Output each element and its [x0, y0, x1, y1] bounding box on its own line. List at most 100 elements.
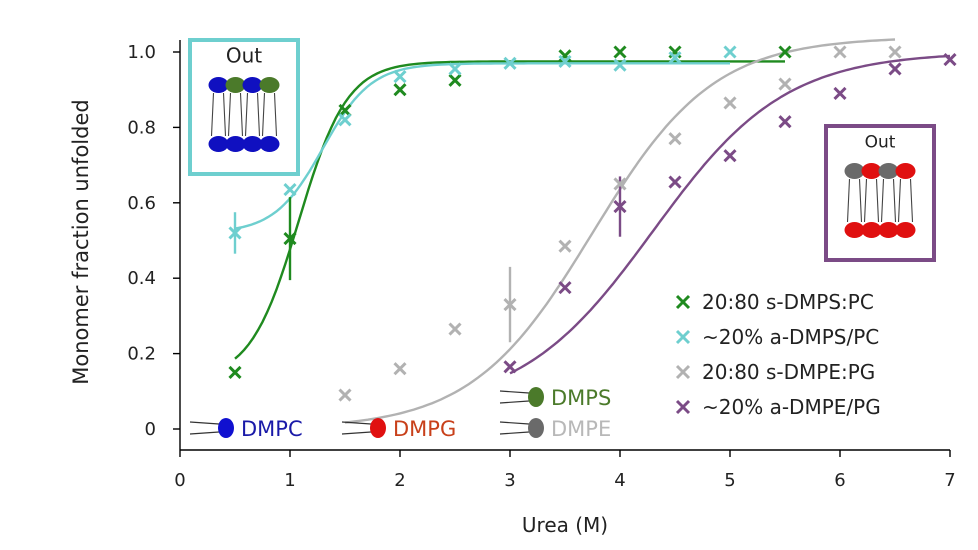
lipid-key-label: DMPS: [551, 386, 611, 410]
data-point-stroke: [778, 77, 792, 91]
lipid-tail: [880, 178, 897, 223]
data-point: [283, 232, 297, 246]
y-axis-label: Monomer fraction unfolded: [69, 99, 93, 384]
data-point: [723, 45, 737, 59]
data-point: [393, 83, 407, 97]
lipid-head: [225, 77, 246, 93]
data-point-stroke: [393, 83, 407, 97]
data-point-stroke: [613, 58, 627, 72]
data-point: [228, 365, 242, 380]
data-point: [888, 45, 902, 59]
y-tick-label: 0.6: [127, 193, 156, 214]
lipid-tail: [261, 92, 278, 137]
data-point-stroke: [283, 183, 297, 197]
lipid-head: [242, 77, 263, 93]
fit-curve-2: [234, 62, 730, 230]
legend-marker: [675, 399, 691, 415]
data-point: [668, 51, 682, 65]
data-point: [448, 62, 462, 76]
data-point: [503, 56, 517, 70]
data-point: [613, 45, 627, 59]
data-point-stroke: [613, 200, 627, 214]
lipid-key-tail: [341, 421, 372, 435]
data-point-stroke: [448, 73, 462, 87]
lipid-key-tail: [189, 421, 220, 435]
data-point-stroke: [228, 226, 242, 240]
data-point-stroke: [833, 86, 847, 101]
data-point: [558, 239, 572, 253]
legend-marker: [675, 329, 691, 345]
data-point-stroke: [888, 62, 902, 76]
x-tick-label: 0: [174, 470, 185, 491]
data-point-stroke: [723, 96, 737, 110]
data-point: [778, 77, 792, 91]
data-point: [558, 54, 572, 68]
data-point-stroke: [778, 115, 792, 129]
lipid-head: [861, 163, 882, 179]
lipid-tail: [227, 92, 244, 137]
lipid-tail: [863, 178, 880, 223]
data-point-stroke: [393, 69, 407, 84]
inset-frame: [188, 38, 300, 176]
x-tick-label: 4: [614, 470, 625, 491]
data-point: [778, 115, 792, 129]
lipid-tail: [210, 92, 227, 137]
data-point-stroke: [338, 388, 352, 402]
y-tick-label: 0: [145, 419, 156, 440]
x-tick-label: 3: [504, 470, 515, 491]
lipid-head: [242, 136, 263, 152]
y-tick-label: 0.2: [127, 344, 156, 365]
lipid-head: [878, 163, 899, 179]
lipid-key-item: DMPE: [499, 417, 611, 441]
data-points: [228, 45, 957, 402]
lipid-head: [844, 163, 865, 179]
lipid-head: [225, 136, 246, 152]
x-tick-label: 7: [944, 470, 955, 491]
lipid-key-head: [528, 387, 544, 407]
lipid-head: [259, 77, 280, 93]
lipid-tail: [846, 178, 863, 223]
lipid-head: [861, 222, 882, 238]
lipid-key-item: DMPS: [499, 386, 611, 410]
x-tick-label: 6: [834, 470, 845, 491]
membrane-insets: Out Out: [188, 38, 936, 262]
data-point-stroke: [393, 362, 407, 376]
data-point: [723, 149, 737, 163]
data-point: [338, 113, 352, 127]
data-point-stroke: [668, 51, 682, 65]
ticks: 0 1 2 3 4 5 6 7 0 0.2 0.4 0.6 0.8 1.0: [127, 42, 955, 491]
data-point-stroke: [668, 175, 682, 189]
data-point-stroke: [943, 52, 957, 67]
data-point: [448, 73, 462, 87]
y-tick-label: 0.8: [127, 117, 156, 138]
data-point-stroke: [613, 177, 627, 191]
data-point: [613, 58, 627, 72]
lipid-head: [844, 222, 865, 238]
error-bars: [233, 176, 622, 343]
data-point: [943, 52, 957, 67]
data-point: [448, 322, 462, 336]
y-tick-label: 1.0: [127, 42, 156, 63]
data-point-stroke: [338, 113, 352, 127]
lipid-key: DMPC DMPG DMPS DMPE: [189, 386, 611, 441]
data-point: [668, 132, 682, 146]
data-point: [393, 362, 407, 376]
data-point: [668, 175, 682, 189]
data-point-stroke: [228, 365, 242, 380]
data-point: [613, 200, 627, 214]
data-point: [283, 183, 297, 197]
fit-curves: [234, 38, 951, 424]
data-point-stroke: [778, 45, 792, 59]
legend-label: 20:80 s-DMPS:PC: [702, 290, 874, 314]
x-tick-label: 1: [284, 470, 295, 491]
x-tick-label: 2: [394, 470, 405, 491]
data-point-stroke: [558, 54, 572, 68]
lipid-head: [878, 222, 899, 238]
data-point-stroke: [668, 132, 682, 146]
data-point-stroke: [503, 298, 517, 312]
data-point-stroke: [503, 56, 517, 70]
data-point: [338, 388, 352, 402]
lipid-key-head: [370, 418, 386, 438]
